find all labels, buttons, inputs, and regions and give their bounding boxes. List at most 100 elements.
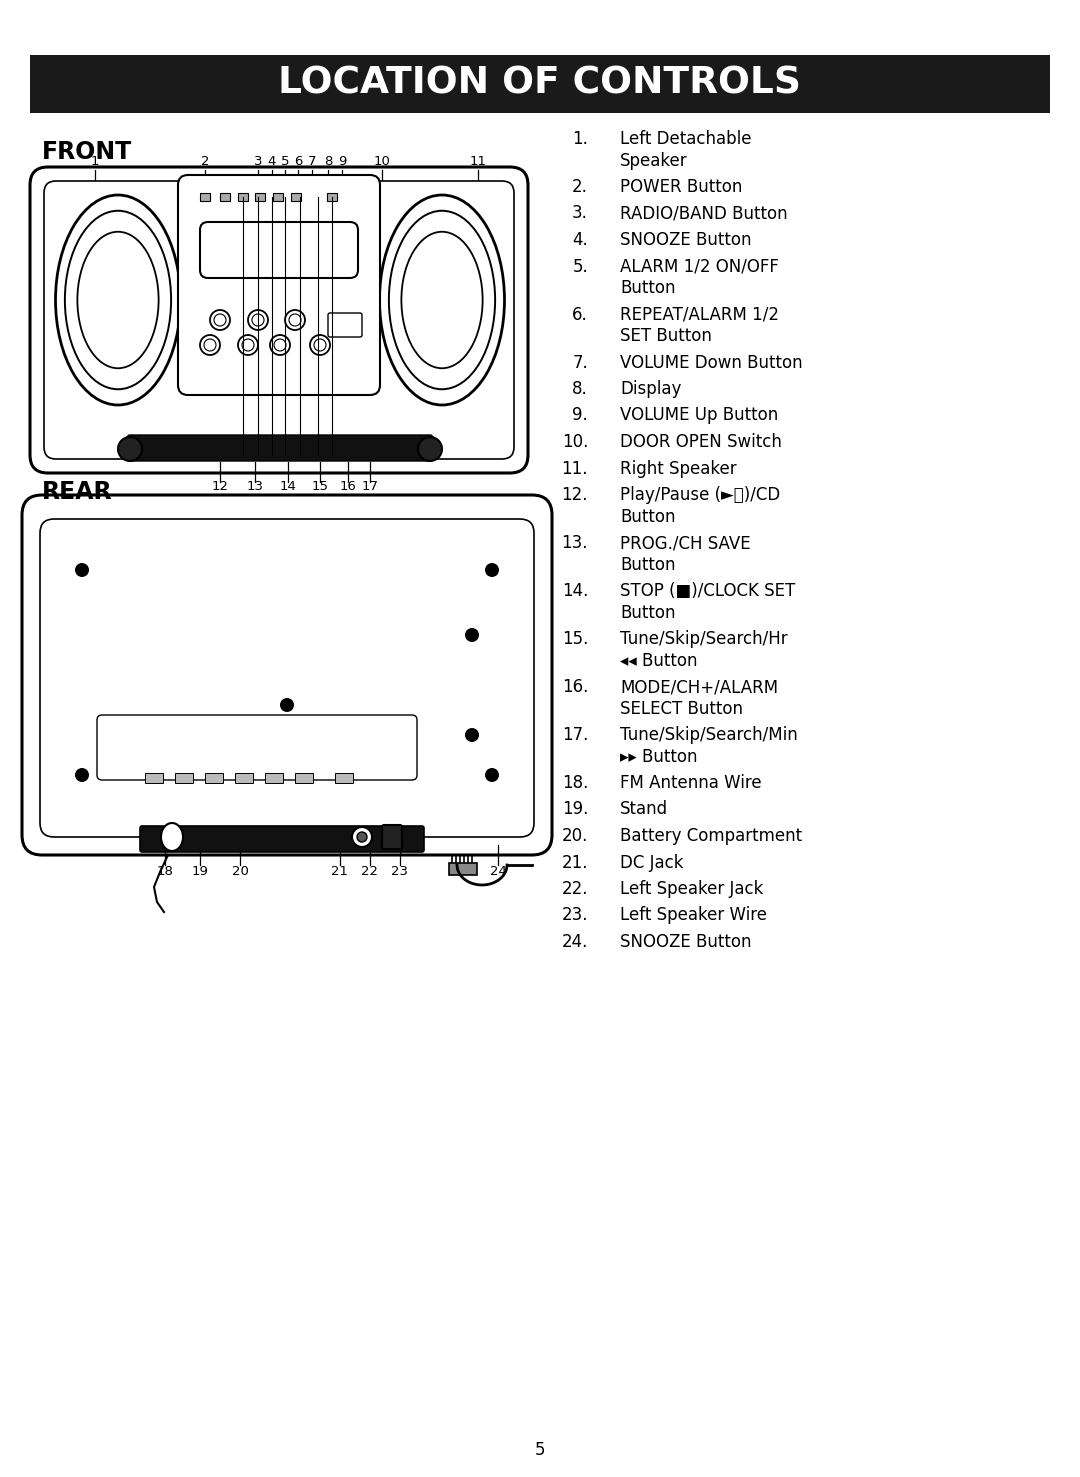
Bar xyxy=(238,193,248,201)
FancyBboxPatch shape xyxy=(22,495,552,855)
FancyBboxPatch shape xyxy=(200,222,357,278)
Text: 15.: 15. xyxy=(562,631,588,648)
Text: Left Speaker Jack: Left Speaker Jack xyxy=(620,880,764,898)
FancyBboxPatch shape xyxy=(40,518,534,837)
Text: 24.: 24. xyxy=(562,933,588,951)
Bar xyxy=(273,193,283,201)
Text: REAR: REAR xyxy=(42,480,112,504)
Text: 11: 11 xyxy=(470,155,486,168)
Circle shape xyxy=(352,827,372,846)
Text: Display: Display xyxy=(620,380,681,397)
Text: Right Speaker: Right Speaker xyxy=(620,459,737,477)
Text: 18.: 18. xyxy=(562,774,588,792)
Text: 10.: 10. xyxy=(562,433,588,450)
Text: Tune/Skip/Search/Hr: Tune/Skip/Search/Hr xyxy=(620,631,787,648)
Bar xyxy=(291,193,301,201)
Circle shape xyxy=(310,335,330,354)
Text: 2: 2 xyxy=(201,155,210,168)
Text: 20.: 20. xyxy=(562,827,588,845)
Text: 7.: 7. xyxy=(572,353,588,372)
Text: 2.: 2. xyxy=(572,179,588,196)
Bar xyxy=(200,193,210,201)
Text: REPEAT/ALARM 1/2: REPEAT/ALARM 1/2 xyxy=(620,306,779,323)
Circle shape xyxy=(289,315,301,326)
Circle shape xyxy=(280,699,294,712)
Circle shape xyxy=(248,310,268,329)
Circle shape xyxy=(200,335,220,354)
Bar xyxy=(295,772,313,783)
Ellipse shape xyxy=(78,232,159,368)
Bar xyxy=(255,193,265,201)
Text: 21: 21 xyxy=(332,866,349,877)
Text: 17.: 17. xyxy=(562,727,588,744)
Text: DOOR OPEN Switch: DOOR OPEN Switch xyxy=(620,433,782,450)
Ellipse shape xyxy=(55,195,180,405)
Text: 3.: 3. xyxy=(572,204,588,223)
Bar xyxy=(335,772,353,783)
Text: 6: 6 xyxy=(294,155,302,168)
Text: 1.: 1. xyxy=(572,130,588,148)
Circle shape xyxy=(274,340,286,352)
Text: 10: 10 xyxy=(374,155,391,168)
Ellipse shape xyxy=(402,232,483,368)
Text: 5: 5 xyxy=(281,155,289,168)
Ellipse shape xyxy=(389,211,495,390)
Text: Button: Button xyxy=(620,555,675,573)
FancyBboxPatch shape xyxy=(97,715,417,780)
Ellipse shape xyxy=(379,195,504,405)
Text: VOLUME Down Button: VOLUME Down Button xyxy=(620,353,802,372)
Text: Speaker: Speaker xyxy=(620,152,688,170)
Circle shape xyxy=(242,340,254,352)
FancyBboxPatch shape xyxy=(382,826,402,849)
Text: 19.: 19. xyxy=(562,801,588,818)
Text: 22.: 22. xyxy=(562,880,588,898)
Text: 14: 14 xyxy=(280,480,296,493)
Text: ▸▸ Button: ▸▸ Button xyxy=(620,747,698,765)
Circle shape xyxy=(465,728,480,741)
Text: 9: 9 xyxy=(338,155,347,168)
Bar xyxy=(220,193,230,201)
Text: 12.: 12. xyxy=(562,486,588,504)
Circle shape xyxy=(270,335,291,354)
Text: SELECT Button: SELECT Button xyxy=(620,700,743,718)
Text: FRONT: FRONT xyxy=(42,140,132,164)
Bar xyxy=(175,772,193,783)
Text: 20: 20 xyxy=(231,866,248,877)
Bar xyxy=(205,772,222,783)
Text: 24: 24 xyxy=(489,866,507,877)
Text: Left Detachable: Left Detachable xyxy=(620,130,752,148)
Bar xyxy=(327,193,337,201)
Circle shape xyxy=(238,335,258,354)
Text: 18: 18 xyxy=(157,866,174,877)
Bar xyxy=(235,772,253,783)
Text: 11.: 11. xyxy=(562,459,588,477)
Circle shape xyxy=(314,340,326,352)
Circle shape xyxy=(118,437,141,461)
Text: Button: Button xyxy=(620,604,675,622)
Text: DC Jack: DC Jack xyxy=(620,854,684,871)
Text: 8.: 8. xyxy=(572,380,588,397)
Bar xyxy=(30,55,1050,114)
Text: 23: 23 xyxy=(391,866,408,877)
Text: 6.: 6. xyxy=(572,306,588,323)
Ellipse shape xyxy=(65,211,171,390)
Text: STOP (■)/CLOCK SET: STOP (■)/CLOCK SET xyxy=(620,582,795,600)
Circle shape xyxy=(214,315,226,326)
Circle shape xyxy=(357,832,367,842)
FancyBboxPatch shape xyxy=(178,174,380,394)
Text: Stand: Stand xyxy=(620,801,669,818)
FancyBboxPatch shape xyxy=(140,826,424,852)
Text: 12: 12 xyxy=(212,480,229,493)
Text: FM Antenna Wire: FM Antenna Wire xyxy=(620,774,761,792)
Text: Play/Pause (►⏸)/CD: Play/Pause (►⏸)/CD xyxy=(620,486,780,504)
Circle shape xyxy=(252,315,264,326)
Circle shape xyxy=(75,563,89,578)
Text: 14.: 14. xyxy=(562,582,588,600)
FancyBboxPatch shape xyxy=(30,167,528,473)
Text: 19: 19 xyxy=(191,866,208,877)
Text: SET Button: SET Button xyxy=(620,326,712,346)
Text: 4: 4 xyxy=(268,155,276,168)
Circle shape xyxy=(210,310,230,329)
Text: 22: 22 xyxy=(362,866,378,877)
Bar xyxy=(449,863,477,874)
